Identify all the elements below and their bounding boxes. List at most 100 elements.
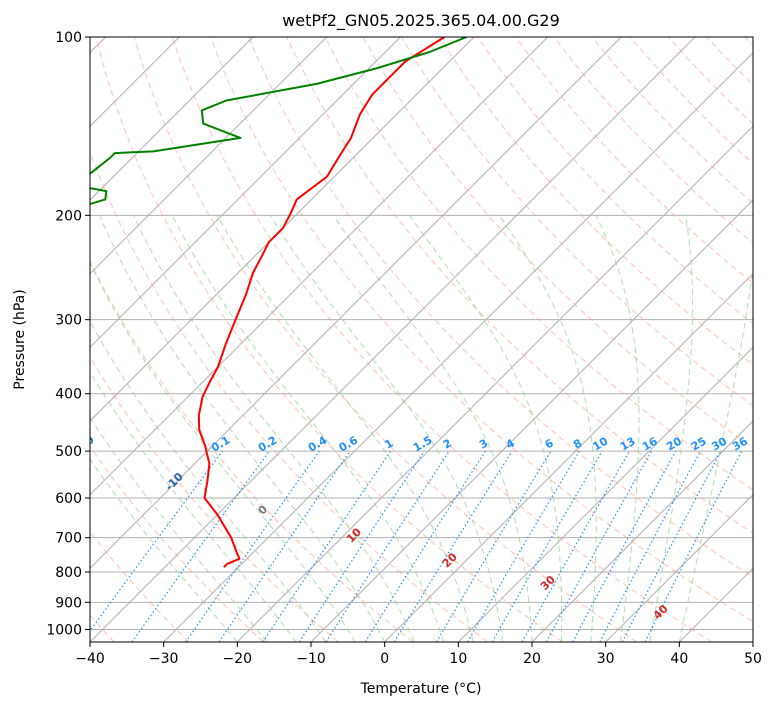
isotherm-line	[752, 641, 753, 642]
mixing-ratio-line	[364, 450, 486, 642]
mixing-ratio-line	[90, 450, 223, 632]
y-tick-label: 1000	[46, 622, 82, 638]
isotherm-line	[310, 199, 753, 642]
moist-adiabat-line	[216, 215, 474, 642]
x-tick-label: 0	[380, 651, 389, 667]
x-axis-label: Temperature (°C)	[360, 681, 482, 697]
dry-adiabat-label: -10	[163, 470, 186, 493]
isotherm-line	[90, 37, 549, 496]
isotherm-line	[236, 125, 753, 642]
mixing-ratio-line	[185, 450, 320, 642]
x-tick-label: 50	[744, 651, 762, 667]
isotherm-grid	[90, 37, 753, 642]
y-tick-label: 500	[55, 444, 82, 460]
dry-adiabat-line	[324, 37, 753, 491]
moist-adiabat-line	[171, 215, 445, 642]
dry-adiabat-line	[668, 37, 753, 125]
isotherm-line	[678, 567, 753, 642]
moist-adiabat-line	[269, 215, 503, 642]
dry-adiabat-line	[90, 356, 339, 642]
isotherm-line	[90, 37, 401, 349]
dry-adiabat-line	[90, 259, 414, 642]
mixing-ratio-line	[644, 450, 743, 642]
mixing-ratio-line	[298, 450, 425, 642]
isotherm-line	[384, 272, 753, 642]
y-tick-label: 700	[55, 531, 82, 547]
isotherm-line	[90, 37, 328, 275]
x-tick-label: 20	[523, 651, 541, 667]
mixing-ratio-line	[393, 450, 513, 642]
moist-adiabat-line	[90, 261, 356, 642]
moist-adiabats	[90, 215, 753, 642]
mixing-ratio-line	[545, 450, 653, 642]
moist-adiabat-line	[90, 320, 327, 642]
mixing-ratio-line	[466, 450, 580, 642]
dry-adiabat-line	[133, 37, 638, 642]
temperature-profile-line	[197, 37, 446, 568]
profile-series	[90, 37, 467, 568]
dry-adiabat-line	[591, 37, 753, 204]
dry-adiabat-line	[706, 37, 753, 86]
plot-area: 0.10.20.40.611.52346810131620253036-100-…	[0, 37, 753, 642]
y-axis-ticks: 100 200 300 400 500 600 700 800 900 1000	[46, 30, 90, 638]
dry-adiabat-label: -30	[0, 396, 16, 419]
y-tick-label: 900	[55, 595, 82, 611]
x-tick-label: −10	[296, 651, 326, 667]
isobar-grid	[90, 37, 753, 630]
y-tick-label: 800	[55, 565, 82, 581]
dry-adiabat-line	[90, 150, 488, 642]
x-axis-ticks: −40 −30 −20 −10 0 10 20 30 40 50	[75, 642, 762, 667]
isotherm-line	[90, 37, 622, 570]
isotherm-line	[90, 37, 254, 201]
y-tick-label: 100	[55, 30, 82, 46]
y-tick-label: 300	[55, 313, 82, 329]
line-labels: 0.10.20.40.611.52346810131620253036-100-…	[0, 396, 750, 622]
x-tick-label: −20	[223, 651, 253, 667]
isotherm-line	[163, 51, 753, 642]
moist-adiabat-line	[90, 370, 297, 642]
dry-adiabat-label: -20	[74, 433, 97, 456]
mixing-ratio-line	[325, 450, 450, 642]
y-tick-label: 400	[55, 387, 82, 403]
isotherm-line	[457, 346, 753, 642]
isotherm-line	[90, 37, 475, 422]
x-tick-label: 40	[670, 651, 688, 667]
mixing-ratio-lines	[90, 450, 743, 642]
x-tick-label: 30	[597, 651, 615, 667]
plot-frame	[89, 36, 754, 643]
mixing-ratio-label: 4	[504, 436, 517, 451]
dewpoint-profile-line	[90, 37, 467, 206]
x-tick-label: −30	[149, 651, 179, 667]
mixing-ratio-label: 6	[543, 436, 556, 451]
mixing-ratio-line	[572, 450, 677, 642]
moist-adiabat-line	[408, 215, 563, 642]
dry-adiabat-line	[210, 37, 753, 623]
dry-adiabat-label: 20	[440, 550, 460, 570]
x-tick-label: 10	[449, 651, 467, 667]
isotherm-line	[531, 420, 753, 642]
chart-title: wetPf2_GN05.2025.365.04.00.G29	[282, 11, 560, 31]
dry-adiabat-line	[744, 37, 753, 47]
moist-adiabat-line	[90, 416, 268, 642]
dry-adiabat-line	[95, 37, 563, 642]
dry-adiabat-line	[286, 37, 753, 534]
y-axis-label: Pressure (hPa)	[12, 289, 28, 389]
moist-adiabat-line	[90, 458, 238, 642]
dry-adiabat-label: 10	[344, 525, 364, 545]
moist-adiabat-line	[133, 215, 415, 642]
moist-adiabat-line	[649, 215, 694, 642]
mixing-ratio-line	[521, 450, 631, 642]
mixing-ratio-line	[262, 450, 392, 642]
dry-adiabat-line	[90, 445, 264, 642]
dry-adiabats	[90, 37, 753, 642]
dry-adiabat-label: 0	[256, 502, 271, 517]
dry-adiabat-line	[171, 37, 712, 642]
dry-adiabat-label: 30	[538, 573, 558, 593]
isotherm-line	[90, 37, 696, 642]
moist-adiabat-line	[332, 215, 533, 642]
x-tick-label: −40	[75, 651, 105, 667]
dry-adiabat-line	[553, 37, 753, 244]
isotherm-line	[605, 493, 753, 642]
mixing-ratio-label: 2	[441, 437, 454, 452]
